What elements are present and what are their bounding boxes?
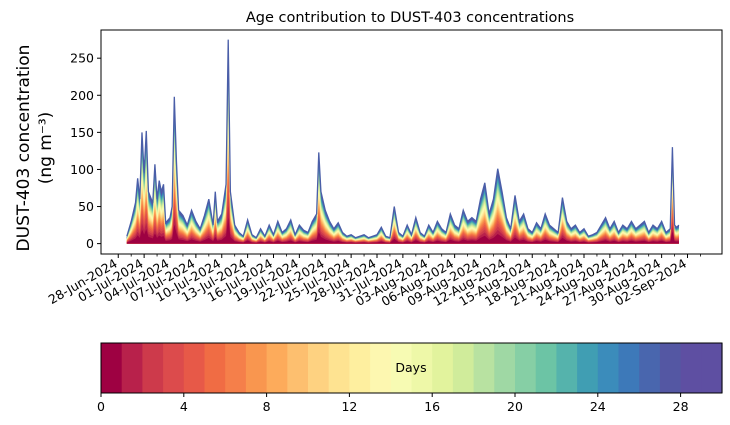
colorbar-tick-label: 16 <box>424 399 440 414</box>
y-axis-label: DUST-403 concentration (ng m⁻³) <box>14 45 56 252</box>
colorbar-cell <box>473 343 495 393</box>
colorbar-cell <box>142 343 164 393</box>
colorbar-cell <box>163 343 185 393</box>
colorbar-cell <box>183 343 206 393</box>
colorbar-cell <box>287 343 309 393</box>
y-tick-label: 150 <box>70 125 94 140</box>
colorbar-tick-label: 24 <box>590 399 606 414</box>
y-tick-label: 200 <box>70 88 94 103</box>
colorbar-cell <box>618 343 640 393</box>
colorbar-cell <box>515 343 537 393</box>
colorbar-cell <box>452 343 475 393</box>
colorbar-cell <box>411 343 433 393</box>
plot-area <box>100 29 723 255</box>
colorbar-tick-label: 0 <box>97 399 105 414</box>
colorbar-cell <box>349 343 371 393</box>
colorbar-cell <box>535 343 557 393</box>
colorbar-tick-label: 20 <box>507 399 523 414</box>
colorbar-cell <box>597 343 620 393</box>
colorbar-cell <box>245 343 268 393</box>
colorbar-cell <box>266 343 288 393</box>
colorbar-cell <box>701 343 723 393</box>
colorbar-cell <box>121 343 143 393</box>
colorbar-cell <box>577 343 599 393</box>
colorbar-cell <box>494 343 516 393</box>
colorbar-cell <box>328 343 350 393</box>
colorbar-cell <box>659 343 682 393</box>
colorbar-cell <box>432 343 454 393</box>
colorbar-cell <box>556 343 578 393</box>
colorbar-cell <box>370 343 392 393</box>
y-tick-label: 100 <box>70 162 94 177</box>
y-axis-label-line2: (ng m⁻³) <box>36 112 56 185</box>
total-concentration-line <box>126 39 680 239</box>
y-tick-label: 0 <box>86 236 94 251</box>
colorbar-cell <box>101 343 123 393</box>
colorbar-cell <box>225 343 247 393</box>
colorbar-frame <box>100 342 723 394</box>
colorbar-tick-label: 4 <box>180 399 188 414</box>
colorbar-cell <box>204 343 226 393</box>
y-axis: 0 50 100 150 200 250 <box>70 51 101 251</box>
colorbar-tick-label: 8 <box>263 399 271 414</box>
y-tick-label: 250 <box>70 51 94 66</box>
colorbar-cell <box>680 343 702 393</box>
y-axis-label-line1: DUST-403 concentration <box>14 45 34 252</box>
colorbar: 0 4 8 12 16 20 24 28 <box>97 342 723 414</box>
plot-frame <box>100 29 723 255</box>
colorbar-cell <box>390 343 413 393</box>
age-layer-day-0 <box>126 217 679 244</box>
colorbar-tick-label: 12 <box>341 399 357 414</box>
colorbar-label: Days <box>395 360 426 375</box>
colorbar-cell <box>639 343 661 393</box>
colorbar-tick-label: 28 <box>673 399 689 414</box>
colorbar-cell <box>308 343 330 393</box>
chart-title: Age contribution to DUST-403 concentrati… <box>246 10 574 26</box>
x-axis: 28-Jun-202401-Jul-202404-Jul-202407-Jul-… <box>46 254 701 309</box>
y-tick-label: 50 <box>78 199 94 214</box>
